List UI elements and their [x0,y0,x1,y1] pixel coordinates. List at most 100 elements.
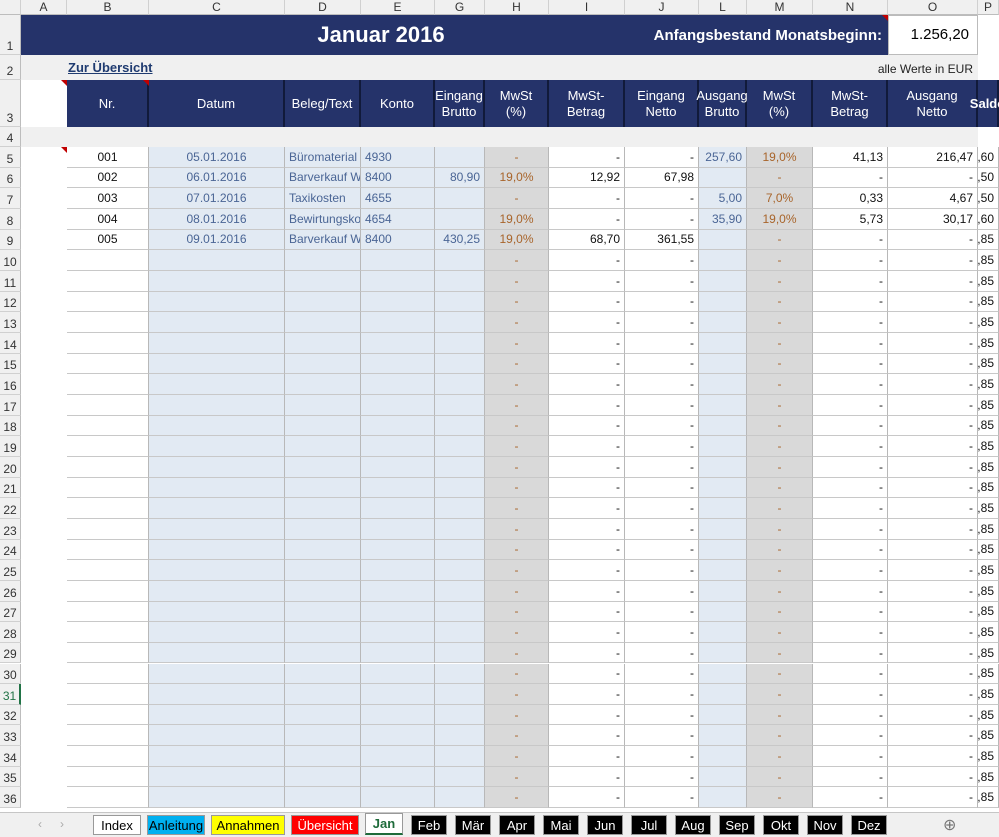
cell-mwst-prozent-ausgang[interactable]: - [747,746,813,767]
cell-mwst-prozent-ausgang[interactable]: 7,0% [747,188,813,209]
cell-saldo[interactable]: 1.468,85 [978,746,999,767]
cell-ausgang-brutto[interactable] [699,746,747,767]
cell-beleg-text[interactable] [285,725,361,747]
cell-ausgang-netto[interactable]: - [888,725,978,747]
cell-konto[interactable] [361,746,435,767]
cell-konto[interactable] [361,622,435,643]
cell-mwst-betrag-eingang[interactable]: - [549,580,625,602]
cell-eingang-netto[interactable]: - [625,622,699,643]
cell-ausgang-brutto[interactable] [699,663,747,685]
cell-saldo[interactable]: 1.468,85 [978,353,999,375]
cell-ausgang-brutto[interactable]: 35,90 [699,208,747,230]
column-header-L[interactable]: L [699,0,747,15]
cell-ausgang-brutto[interactable] [699,766,747,788]
cell-datum[interactable] [149,394,285,416]
cell-ausgang-brutto[interactable] [699,684,747,705]
cell-mwst-prozent-eingang[interactable]: - [485,270,549,292]
cell-mwst-betrag-eingang[interactable]: - [549,456,625,478]
cell-mwst-betrag-ausgang[interactable]: 0,33 [813,188,888,209]
cell-beleg-text[interactable] [285,498,361,519]
cell-mwst-prozent-eingang[interactable]: - [485,580,549,602]
cell-ausgang-brutto[interactable] [699,332,747,354]
row-header-17[interactable]: 17 [0,394,21,416]
cell-eingang-brutto[interactable] [435,663,485,685]
cell-eingang-brutto[interactable] [435,270,485,292]
cell-mwst-prozent-eingang[interactable]: - [485,188,549,209]
cell-ausgang-brutto[interactable] [699,560,747,581]
cell-beleg-text[interactable] [285,394,361,416]
cell-beleg-text[interactable] [285,539,361,561]
cell-eingang-brutto[interactable] [435,374,485,395]
cell-mwst-betrag-ausgang[interactable]: - [813,766,888,788]
cell-ausgang-netto[interactable]: - [888,167,978,189]
cell-ausgang-netto[interactable]: 4,67 [888,188,978,209]
cell-mwst-betrag-eingang[interactable]: - [549,642,625,664]
cell-mwst-prozent-eingang[interactable]: 19,0% [485,208,549,230]
cell-eingang-netto[interactable]: - [625,787,699,809]
cell-mwst-betrag-eingang[interactable]: - [549,663,625,685]
cell-mwst-betrag-eingang[interactable]: - [549,725,625,747]
column-header-G[interactable]: G [435,0,485,15]
cell-ausgang-brutto[interactable] [699,291,747,313]
cell-eingang-brutto[interactable] [435,456,485,478]
cell-nr[interactable] [67,270,149,292]
cell-nr[interactable] [67,684,149,705]
cell-mwst-prozent-ausgang[interactable]: - [747,312,813,333]
cell-mwst-prozent-eingang[interactable]: - [485,456,549,478]
sheet-tab-aug[interactable]: Aug [675,815,711,835]
cell-mwst-prozent-eingang[interactable]: - [485,394,549,416]
cell-konto[interactable] [361,663,435,685]
cell-eingang-brutto[interactable] [435,353,485,375]
cell-ausgang-netto[interactable]: - [888,456,978,478]
cell-mwst-betrag-eingang[interactable]: - [549,436,625,457]
cell-nr[interactable] [67,456,149,478]
cell-mwst-prozent-ausgang[interactable]: - [747,456,813,478]
cell-mwst-betrag-ausgang[interactable]: - [813,167,888,189]
cell-eingang-netto[interactable]: - [625,518,699,540]
cell-eingang-netto[interactable]: - [625,601,699,623]
scroll-right-icon[interactable]: › [60,817,64,831]
cell-mwst-betrag-ausgang[interactable]: - [813,704,888,726]
cell-ausgang-netto[interactable]: - [888,684,978,705]
cell-mwst-prozent-eingang[interactable]: - [485,622,549,643]
cell-datum[interactable] [149,250,285,271]
cell-mwst-betrag-ausgang[interactable]: 41,13 [813,147,888,168]
cell-nr[interactable]: 002 [67,167,149,189]
cell-ausgang-netto[interactable]: - [888,436,978,457]
cell-eingang-brutto[interactable] [435,291,485,313]
cell-ausgang-brutto[interactable] [699,498,747,519]
cell-saldo[interactable]: 1.468,85 [978,250,999,271]
cell-mwst-betrag-eingang[interactable]: - [549,622,625,643]
cell-beleg-text[interactable] [285,601,361,623]
cell-datum[interactable] [149,663,285,685]
cell-ausgang-netto[interactable]: - [888,518,978,540]
cell-beleg-text[interactable]: Büromaterial [285,147,361,168]
cell-mwst-prozent-eingang[interactable]: - [485,353,549,375]
cell-mwst-betrag-ausgang[interactable]: - [813,456,888,478]
cell-eingang-netto[interactable]: - [625,456,699,478]
cell-mwst-betrag-ausgang[interactable]: - [813,498,888,519]
cell-mwst-prozent-eingang[interactable]: - [485,725,549,747]
cell-mwst-prozent-ausgang[interactable]: - [747,766,813,788]
cell-mwst-prozent-ausgang[interactable]: - [747,787,813,809]
cell-eingang-netto[interactable]: - [625,498,699,519]
cell-eingang-brutto[interactable] [435,601,485,623]
cell-eingang-netto[interactable]: - [625,394,699,416]
cell-ausgang-netto[interactable]: - [888,498,978,519]
cell-eingang-netto[interactable]: - [625,291,699,313]
cell-mwst-prozent-eingang[interactable]: 19,0% [485,229,549,251]
cell-saldo[interactable]: 1.038,60 [978,208,999,230]
cell-konto[interactable] [361,518,435,540]
cell-konto[interactable] [361,394,435,416]
cell-ausgang-netto[interactable]: 216,47 [888,147,978,168]
cell-beleg-text[interactable]: Bewirtungskosten [285,208,361,230]
cell-datum[interactable] [149,312,285,333]
cell-nr[interactable] [67,477,149,499]
cell-mwst-betrag-ausgang[interactable]: - [813,353,888,375]
cell-mwst-prozent-ausgang[interactable]: - [747,332,813,354]
cell-saldo[interactable]: 1.468,85 [978,684,999,705]
row-header-2[interactable]: 2 [0,55,21,80]
cell-eingang-brutto[interactable] [435,250,485,271]
cell-mwst-betrag-eingang[interactable]: - [549,704,625,726]
cell-konto[interactable] [361,766,435,788]
